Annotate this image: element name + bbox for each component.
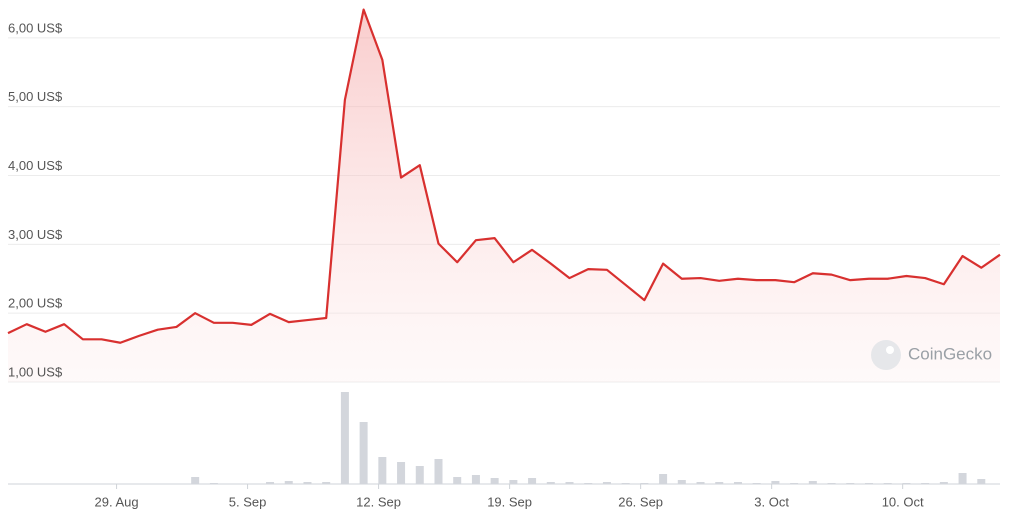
- volume-bar: [584, 483, 593, 484]
- x-tick-label: 29. Aug: [95, 494, 139, 509]
- volume-bar: [883, 483, 892, 484]
- volume-bar: [733, 482, 742, 484]
- volume-bar: [490, 478, 499, 484]
- volume-bar: [378, 457, 387, 484]
- x-tick-label: 12. Sep: [356, 494, 401, 509]
- x-tick-label: 10. Oct: [882, 494, 924, 509]
- volume-bar: [528, 478, 537, 484]
- y-tick-label: 4,00 US$: [8, 158, 63, 173]
- volume-bar: [808, 481, 817, 484]
- volume-bar: [921, 483, 930, 484]
- volume-bar: [977, 479, 986, 484]
- volume-bar: [509, 480, 518, 484]
- x-tick-label: 26. Sep: [618, 494, 663, 509]
- volume-bar: [434, 459, 443, 484]
- volume-bar: [340, 392, 349, 484]
- volume-bar: [659, 474, 668, 484]
- watermark-logo: [871, 340, 901, 370]
- volume-bar: [846, 483, 855, 484]
- volume-bar: [209, 483, 218, 484]
- volume-bar: [191, 477, 200, 484]
- volume-bar: [715, 482, 724, 484]
- volume-bar: [677, 480, 686, 484]
- volume-bar: [696, 482, 705, 484]
- watermark-text: CoinGecko: [908, 344, 992, 363]
- volume-bar: [303, 482, 312, 484]
- volume-bar: [266, 482, 275, 484]
- x-tick-label: 19. Sep: [487, 494, 532, 509]
- y-tick-label: 1,00 US$: [8, 364, 63, 379]
- volume-bar: [322, 482, 331, 484]
- watermark: CoinGecko: [871, 340, 992, 370]
- y-tick-label: 3,00 US$: [8, 227, 63, 242]
- volume-bar: [771, 481, 780, 484]
- watermark-logo-eye: [886, 346, 894, 354]
- volume-bar: [415, 466, 424, 484]
- volume-bar: [939, 482, 948, 484]
- volume-bar: [397, 462, 406, 484]
- volume-bar: [565, 482, 574, 484]
- x-tick-label: 5. Sep: [229, 494, 267, 509]
- volume-bar: [453, 477, 462, 484]
- y-tick-label: 6,00 US$: [8, 20, 63, 35]
- volume-bar: [864, 483, 873, 484]
- volume-bar: [827, 483, 836, 484]
- y-tick-label: 5,00 US$: [8, 89, 63, 104]
- price-area: [8, 9, 1000, 382]
- volume-bar: [621, 483, 630, 484]
- volume-bar: [284, 481, 293, 484]
- volume-bar: [359, 422, 368, 484]
- volume-bar: [958, 473, 967, 484]
- volume-bar: [602, 482, 611, 484]
- x-tick-label: 3. Oct: [754, 494, 789, 509]
- volume-bar: [640, 483, 649, 484]
- volume-bar: [471, 475, 480, 484]
- volume-bar: [902, 483, 911, 484]
- volume-bar: [790, 483, 799, 484]
- volume-bar: [752, 483, 761, 484]
- volume-bar: [546, 482, 555, 484]
- price-line: [7, 8, 1001, 344]
- y-tick-label: 2,00 US$: [8, 296, 63, 311]
